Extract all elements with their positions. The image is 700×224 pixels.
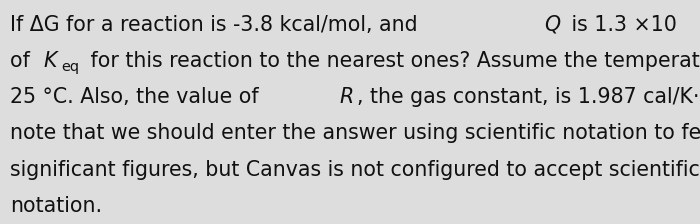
Text: for this reaction to the nearest ones? Assume the temperature is: for this reaction to the nearest ones? A… <box>85 51 700 71</box>
Text: Q: Q <box>544 15 560 34</box>
Text: is 1.3 ×10: is 1.3 ×10 <box>565 15 677 34</box>
Text: notation.: notation. <box>10 196 102 216</box>
Text: K: K <box>44 51 57 71</box>
Text: note that we should enter the answer using scientific notation to fewer: note that we should enter the answer usi… <box>10 123 700 143</box>
Text: R: R <box>339 87 354 107</box>
Text: significant figures, but Canvas is not configured to accept scientific: significant figures, but Canvas is not c… <box>10 160 699 180</box>
Text: If ΔG for a reaction is -3.8 kcal/mol, and: If ΔG for a reaction is -3.8 kcal/mol, a… <box>10 15 424 34</box>
Text: of: of <box>10 51 36 71</box>
Text: 25 °C. Also, the value of: 25 °C. Also, the value of <box>10 87 265 107</box>
Text: , the gas constant, is 1.987 cal/K·mol. Please: , the gas constant, is 1.987 cal/K·mol. … <box>358 87 700 107</box>
Text: eq: eq <box>62 60 79 74</box>
